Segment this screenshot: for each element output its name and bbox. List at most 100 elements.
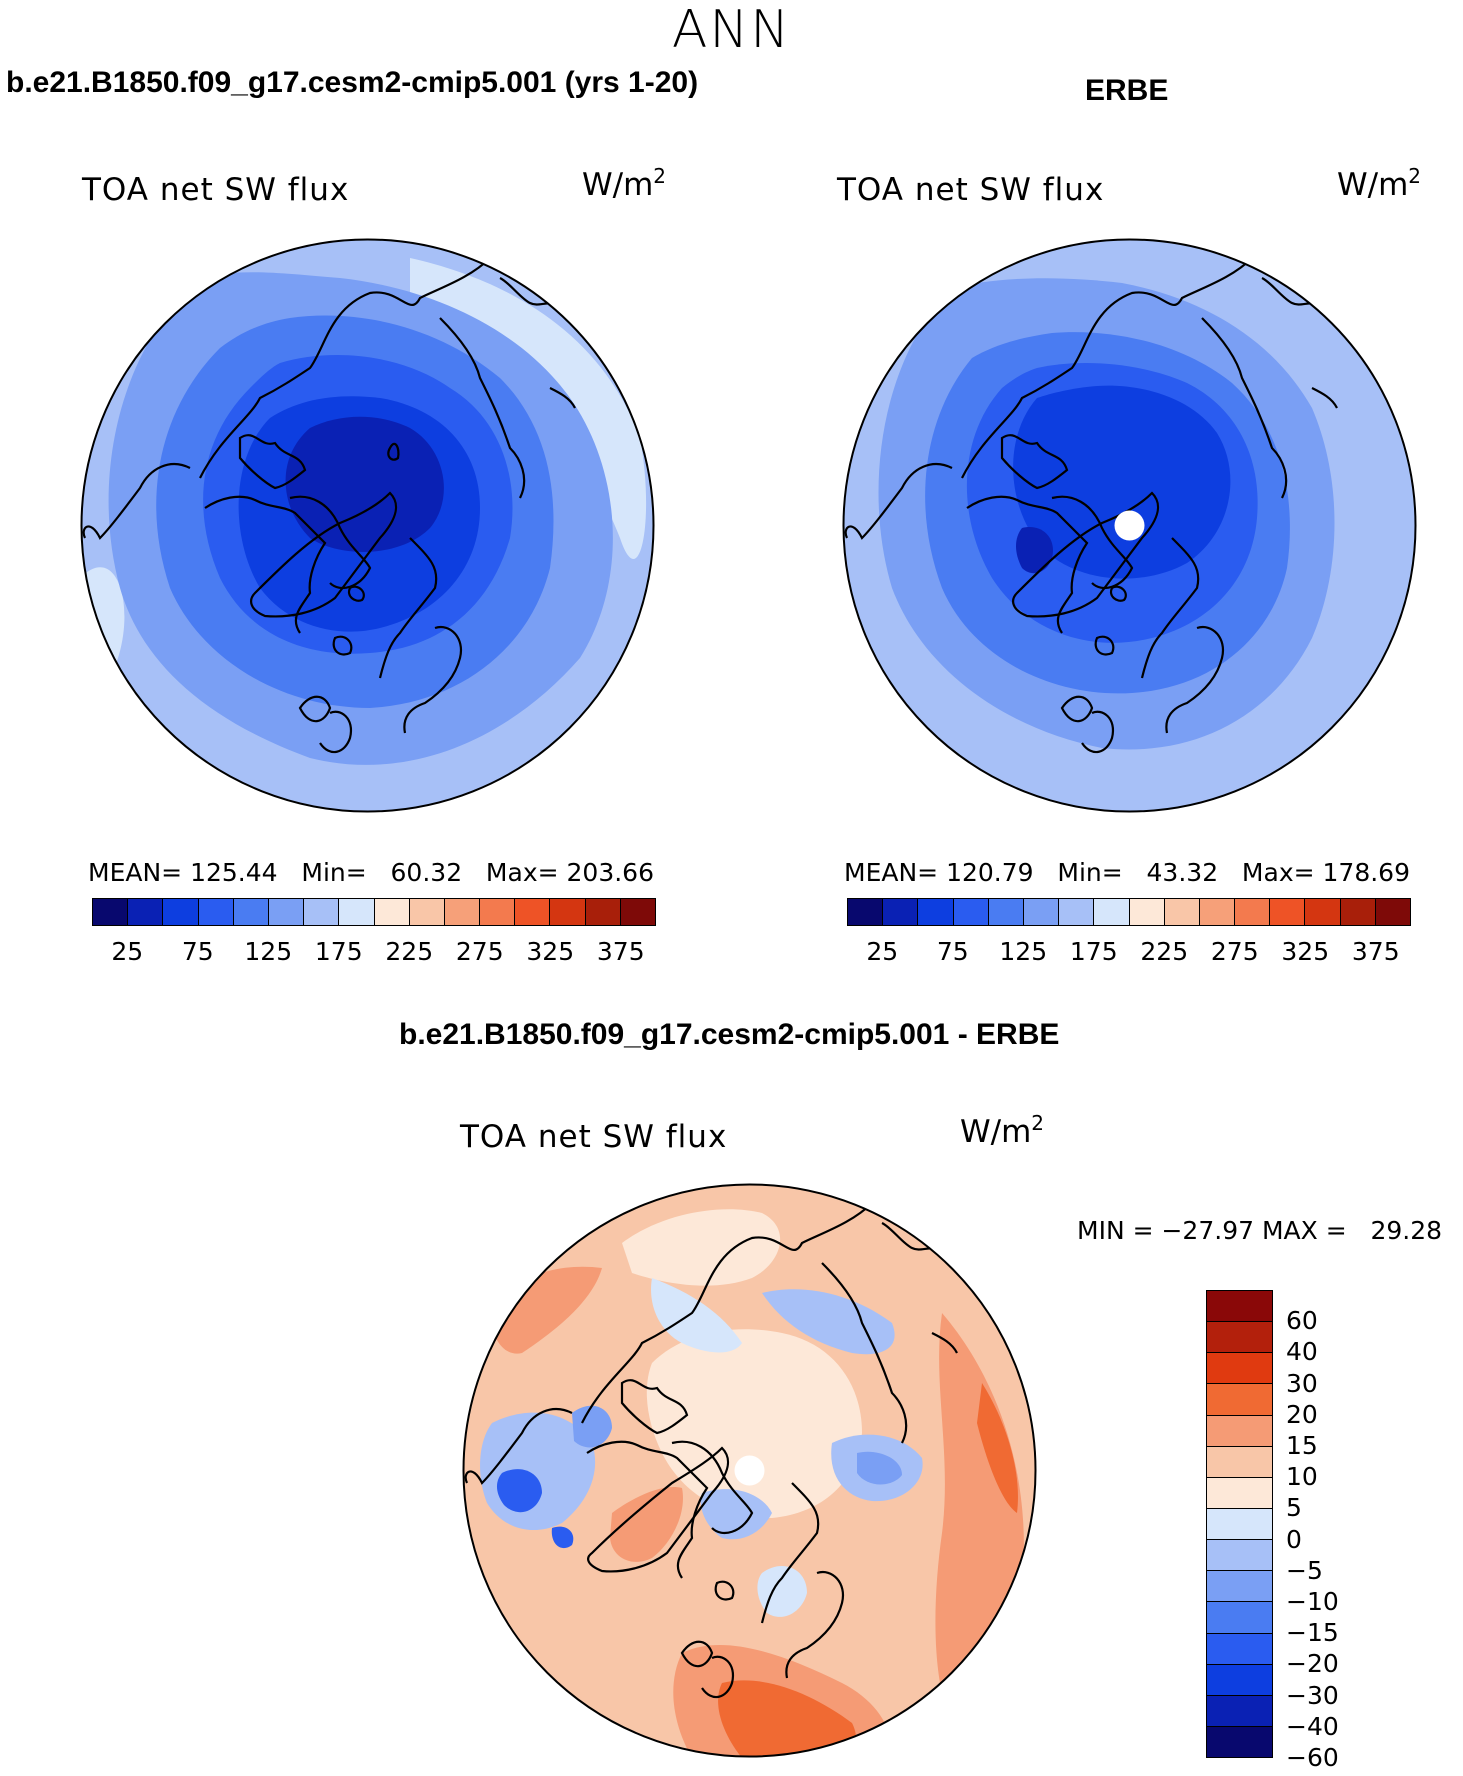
colorbar-tick-label: 0 [1286,1524,1302,1554]
colorbar-tick-label: 275 [455,937,504,966]
colorbar-swatch [1207,1602,1272,1634]
colorbar-swatch [1094,899,1130,925]
colorbar-swatch [1207,1508,1272,1541]
colorbar-tick-label: 75 [936,937,969,966]
coastlines [82,257,576,754]
diff-colorbar [1206,1290,1273,1758]
diff-hot-band [718,1680,857,1757]
colorbar-tick-label: 225 [385,937,434,966]
colorbar-swatch [374,899,410,925]
colorbar-swatch [304,899,340,925]
colorbar-swatch [1207,1633,1272,1665]
colorbar-swatch [1207,1446,1272,1478]
colorbar-swatch [409,899,445,925]
colorbar-tick-label: 275 [1210,937,1259,966]
colorbar-swatch [1207,1322,1272,1354]
colorbar-swatch [550,899,586,925]
colorbar-swatch [988,899,1024,925]
colorbar-swatch [953,899,989,925]
diff-deep-blue-patch [496,1469,542,1513]
colorbar-swatch [1207,1540,1272,1572]
model-stats: MEAN= 125.44 Min= 60.32 Max= 203.66 [88,858,654,887]
diff-deep-blue-patch [551,1526,574,1549]
model-panel-title: b.e21.B1850.f09_g17.cesm2-cmip5.001 (yrs… [6,66,699,99]
colorbar-tick-label: 15 [1286,1431,1318,1460]
colorbar-swatch [1164,899,1200,925]
colorbar-swatch [128,899,164,925]
model-units-label: W/m2 [582,164,667,203]
colorbar-swatch [1375,899,1410,925]
colorbar-tick-label: −20 [1286,1649,1339,1679]
colorbar-swatch [268,899,305,925]
colorbar-swatch [1207,1571,1272,1603]
diff-colorbar-labels: 60 40 30 20 15 10 5 0 −5 −10 −15 −20 −30 −40 −60 [1286,1290,1386,1772]
colorbar-swatch [1207,1695,1272,1727]
colorbar-tick-label: −60 [1286,1743,1339,1772]
colorbar-swatch [1059,899,1095,925]
diff-units-label: W/m2 [960,1111,1045,1150]
colorbar-swatch [198,899,234,925]
diff-mid-blue-patch [572,1405,612,1448]
colorbar-tick-label: 60 [1286,1306,1318,1336]
pole-missing-data-dot [1114,510,1145,541]
diff-light-blue-band [757,1565,807,1617]
obs-colorbar-labels: 25 75 125 175 225 275 325 375 [847,937,1411,969]
obs-variable-label: TOA net SW flux [837,172,1105,208]
colorbar-tick-label: 5 [1286,1493,1302,1523]
colorbar-swatch [1207,1664,1272,1696]
diff-pale-band [622,1209,781,1286]
diff-variable-label: TOA net SW flux [460,1119,728,1155]
colorbar-tick-label: 125 [999,937,1048,966]
map-core [285,416,444,552]
colorbar-tick-label: 25 [866,937,899,966]
colorbar-tick-label: 325 [1281,937,1330,966]
colorbar-tick-label: −40 [1286,1711,1339,1741]
diff-panel-title: b.e21.B1850.f09_g17.cesm2-cmip5.001 - ER… [399,1018,1060,1051]
colorbar-swatch [515,899,551,925]
diff-light-blue-band [651,1278,742,1353]
colorbar-tick-label: 25 [111,937,144,966]
obs-panel-title: ERBE [1085,74,1169,107]
colorbar-tick-label: 375 [596,937,645,966]
diff-warm-band [610,1487,683,1562]
diff-pale-band [646,1329,862,1518]
colorbar-tick-label: −10 [1286,1587,1339,1616]
colorbar-tick-label: −15 [1286,1618,1339,1648]
colorbar-swatch [444,899,481,925]
colorbar-swatch [1235,899,1271,925]
diff-blue-band [700,1489,772,1540]
colorbar-swatch [233,899,269,925]
obs-polar-map [842,238,1417,813]
map-edge-band [81,567,125,688]
colorbar-swatch [1305,899,1341,925]
colorbar-swatch [163,899,199,925]
map-core [1013,385,1231,579]
diff-mid-blue-patch [857,1451,902,1485]
colorbar-swatch [1340,899,1376,925]
model-polar-map [80,238,655,813]
colorbar-swatch [1129,899,1165,925]
colorbar-tick-label: −5 [1286,1555,1323,1585]
coastlines [464,1202,958,1699]
colorbar-tick-label: 40 [1286,1337,1318,1367]
colorbar-tick-label: 175 [1069,937,1118,966]
diff-stats: MIN = −27.97 MAX = 29.28 [1077,1216,1443,1245]
colorbar-swatch [1207,1384,1272,1416]
colorbar-tick-label: 75 [181,937,214,966]
colorbar-swatch [1207,1291,1272,1323]
colorbar-swatch [918,899,954,925]
colorbar-swatch [1023,899,1060,925]
colorbar-swatch [93,899,129,925]
coastlines [844,257,1338,754]
colorbar-swatch [480,899,516,925]
model-colorbar [92,898,656,926]
colorbar-swatch [1207,1477,1272,1509]
obs-colorbar [847,898,1411,926]
obs-stats: MEAN= 120.79 Min= 43.32 Max= 178.69 [844,858,1410,887]
colorbar-tick-label: −30 [1286,1680,1339,1710]
model-variable-label: TOA net SW flux [82,172,350,208]
colorbar-tick-label: 225 [1140,937,1189,966]
colorbar-swatch [1207,1726,1272,1758]
colorbar-tick-label: 175 [314,937,363,966]
diff-blue-band [762,1289,895,1355]
